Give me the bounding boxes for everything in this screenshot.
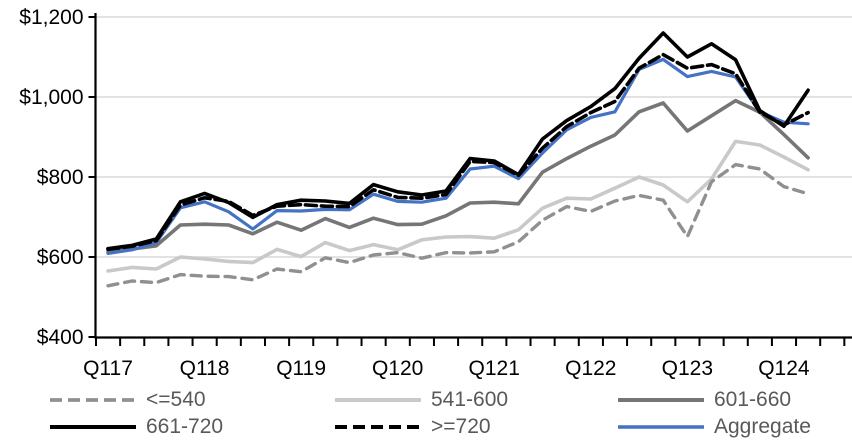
legend-item-ge720: >=720 [335, 415, 491, 439]
legend-item-541-600: 541-600 [335, 388, 508, 412]
x-tick-label-Q123: Q123 [662, 357, 713, 380]
plot-area: $400 $600 $800 $1,000 $1,200 Q117 Q118 Q119 Q120… [19, 6, 852, 380]
legend-item-aggregate: Aggregate [618, 415, 811, 439]
series-line->=720 [106, 52, 810, 252]
y-tick-label-800: $800 [37, 166, 84, 189]
legend-item-661-720: 661-720 [50, 415, 223, 439]
x-tick-label-Q122: Q122 [565, 357, 616, 380]
legend-label-601-660: 601-660 [714, 388, 792, 411]
series-line-601-660 [106, 98, 810, 254]
legend-item-le540: <=540 [50, 388, 206, 412]
x-tick-label-Q117: Q117 [83, 357, 133, 380]
legend-label-661-720: 661-720 [146, 415, 224, 438]
x-tick-label-Q121: Q121 [469, 357, 520, 380]
legend-label-le540: <=540 [146, 388, 206, 411]
legend-swatch-ge720 [335, 423, 421, 431]
y-tick-label-1200: $1,200 [19, 6, 83, 29]
legend-swatch-601-660 [618, 396, 704, 404]
legend-label-aggregate: Aggregate [714, 415, 811, 438]
legend-label-ge720: >=720 [431, 415, 491, 438]
legend-swatch-le540 [50, 396, 136, 404]
legend-swatch-aggregate [618, 423, 704, 431]
x-tick-label-Q124: Q124 [758, 357, 810, 380]
series-line-Aggregate [106, 57, 810, 255]
legend-swatch-541-600 [335, 396, 421, 404]
x-tick-label-Q120: Q120 [372, 357, 423, 380]
legend-label-541-600: 541-600 [431, 388, 509, 411]
y-tick-label-400: $400 [37, 326, 84, 349]
legend-item-601-660: 601-660 [618, 388, 791, 412]
legend-swatch-661-720 [50, 423, 136, 431]
series-line-661-720 [106, 31, 810, 251]
x-tick-label-Q118: Q118 [180, 357, 230, 380]
series-line-<=540 [106, 162, 810, 288]
y-tick-label-1000: $1,000 [19, 86, 83, 109]
series-line-541-600 [106, 139, 810, 273]
y-tick-label-600: $600 [37, 246, 84, 269]
x-tick-label-Q119: Q119 [276, 357, 326, 380]
